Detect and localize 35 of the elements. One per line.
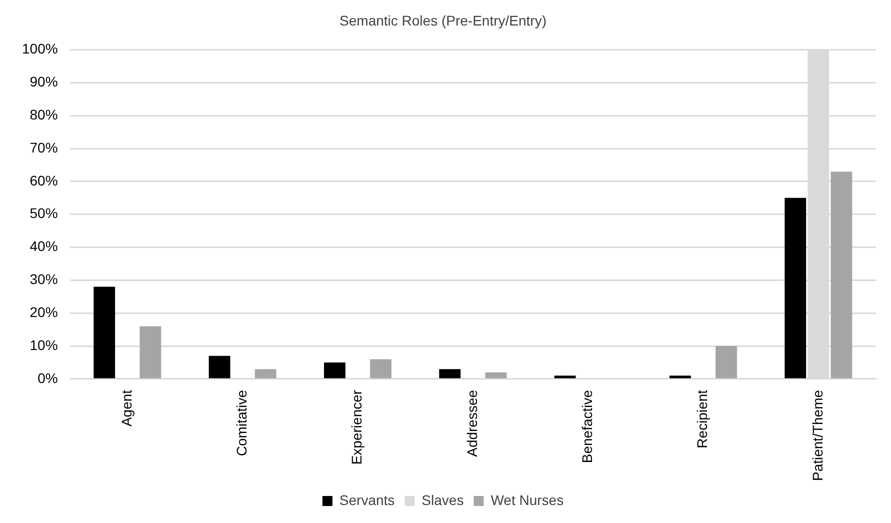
legend-label: Slaves (422, 492, 464, 508)
bar (439, 369, 461, 378)
y-tick-label: 60% (30, 172, 58, 188)
bar (784, 198, 806, 378)
bar (485, 372, 507, 378)
x-tick-label: Addressee (464, 390, 480, 457)
bar (140, 326, 162, 378)
bar (670, 376, 691, 378)
y-tick-label: 90% (30, 74, 58, 90)
x-tick-label: Patient/Theme (809, 390, 826, 482)
chart-title: Semantic Roles (Pre-Entry/Entry) (340, 12, 546, 28)
y-tick-label: 70% (30, 139, 58, 156)
bar (716, 346, 737, 378)
legend-label: Servants (339, 492, 395, 508)
bar (208, 356, 230, 378)
y-tick-label: 100% (22, 40, 58, 57)
x-tick-label: Agent (118, 390, 134, 427)
bar (254, 369, 276, 378)
x-tick-label: Benefactive (578, 390, 595, 464)
x-tick-label: Comitative (233, 390, 250, 456)
legend-label: Wet Nurses (490, 492, 564, 508)
bar (94, 286, 116, 378)
x-tick-label: Recipient (694, 390, 710, 448)
y-tick-label: 0% (38, 370, 58, 386)
bar (324, 362, 346, 378)
bar (370, 359, 392, 378)
bar (830, 172, 852, 378)
y-tick-label: 80% (30, 106, 58, 122)
y-tick-label: 20% (30, 304, 58, 320)
y-tick-label: 10% (30, 336, 58, 353)
bar (554, 376, 576, 378)
y-tick-label: 50% (30, 205, 58, 222)
y-tick-label: 30% (30, 271, 58, 288)
x-tick-label: Experiencer (348, 390, 365, 465)
y-tick-label: 40% (30, 238, 58, 254)
